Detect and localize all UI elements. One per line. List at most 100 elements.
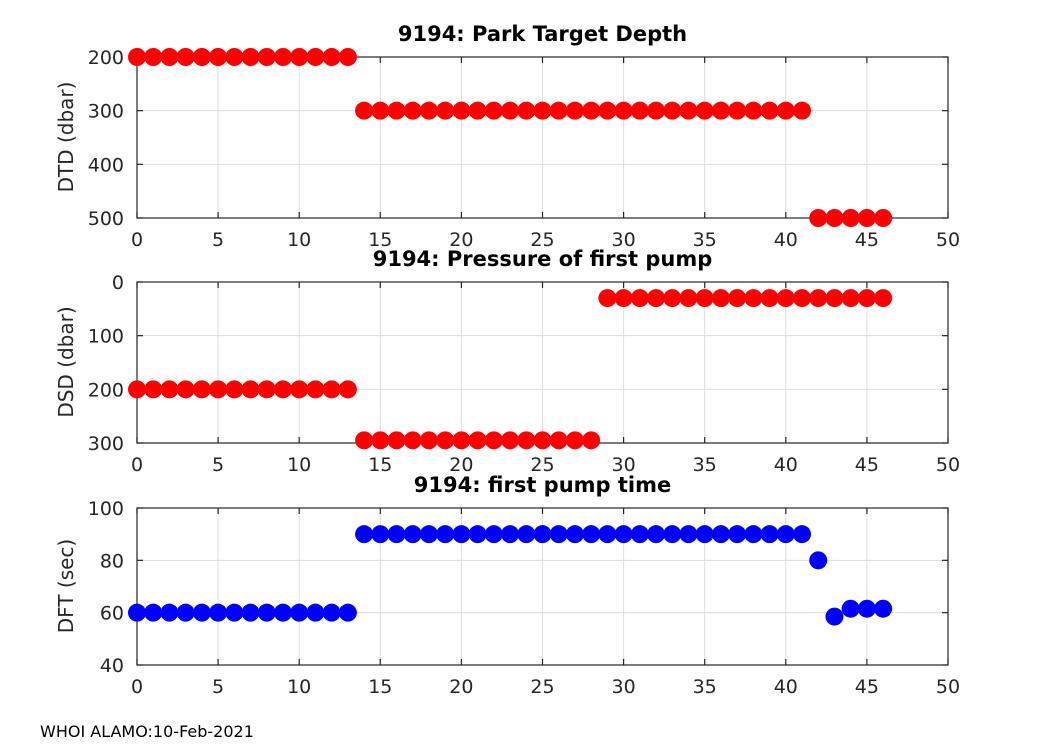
y-tick-label: 0 xyxy=(112,272,124,294)
data-point xyxy=(306,603,325,622)
data-point xyxy=(468,101,487,120)
data-point xyxy=(241,48,260,66)
data-point xyxy=(355,431,374,450)
data-point xyxy=(598,101,617,120)
data-point xyxy=(695,101,714,120)
data-point xyxy=(371,525,390,544)
data-point xyxy=(630,101,649,120)
x-tick-label: 35 xyxy=(693,229,717,251)
data-point xyxy=(533,525,552,544)
data-point xyxy=(549,101,568,120)
x-tick-label: 35 xyxy=(693,676,717,698)
data-point xyxy=(128,380,146,399)
data-point xyxy=(192,603,211,622)
x-tick-label: 5 xyxy=(212,454,224,476)
x-tick-label: 15 xyxy=(368,229,392,251)
data-point xyxy=(322,380,341,399)
y-tick-label: 300 xyxy=(88,101,124,123)
data-point xyxy=(436,431,455,450)
data-point xyxy=(841,599,860,618)
data-point xyxy=(306,48,325,66)
data-point xyxy=(857,209,876,227)
data-point xyxy=(793,101,812,120)
data-point xyxy=(387,101,406,120)
data-point xyxy=(290,48,309,66)
x-tick-label: 20 xyxy=(449,676,473,698)
data-point xyxy=(209,380,228,399)
data-point xyxy=(452,101,471,120)
data-point xyxy=(387,525,406,544)
data-point xyxy=(809,289,828,308)
data-point xyxy=(290,380,309,399)
data-point xyxy=(144,380,163,399)
data-point xyxy=(679,101,698,120)
data-point xyxy=(728,289,747,308)
data-point xyxy=(355,525,374,544)
data-point xyxy=(306,380,325,399)
data-point xyxy=(533,431,552,450)
data-point xyxy=(517,431,536,450)
y-tick-label: 200 xyxy=(88,379,124,401)
data-point xyxy=(128,603,146,622)
data-point xyxy=(776,101,795,120)
x-tick-label: 10 xyxy=(287,676,311,698)
x-tick-label: 50 xyxy=(936,454,960,476)
data-point xyxy=(630,289,649,308)
data-point xyxy=(517,101,536,120)
data-point xyxy=(160,603,179,622)
data-point xyxy=(565,101,584,120)
data-point xyxy=(403,431,422,450)
data-point xyxy=(776,289,795,308)
data-point xyxy=(257,380,276,399)
data-point xyxy=(241,380,260,399)
x-tick-label: 30 xyxy=(612,454,636,476)
x-tick-label: 0 xyxy=(131,676,143,698)
data-point xyxy=(565,525,584,544)
y-tick-label: 500 xyxy=(88,208,124,230)
data-point xyxy=(241,603,260,622)
x-tick-label: 45 xyxy=(855,229,879,251)
data-point xyxy=(728,101,747,120)
x-tick-label: 0 xyxy=(131,229,143,251)
x-tick-label: 40 xyxy=(774,229,798,251)
data-point xyxy=(436,101,455,120)
data-point xyxy=(403,525,422,544)
x-tick-label: 40 xyxy=(774,676,798,698)
data-point xyxy=(647,525,666,544)
data-point xyxy=(647,101,666,120)
data-point xyxy=(338,48,357,66)
y-tick-label: 400 xyxy=(88,154,124,176)
x-tick-label: 5 xyxy=(212,676,224,698)
data-point xyxy=(614,289,633,308)
data-point xyxy=(565,431,584,450)
x-tick-label: 0 xyxy=(131,454,143,476)
data-point xyxy=(338,603,357,622)
data-point xyxy=(225,48,244,66)
data-point xyxy=(517,525,536,544)
data-point xyxy=(793,525,812,544)
data-point xyxy=(874,209,893,227)
data-point xyxy=(695,289,714,308)
data-point xyxy=(760,289,779,308)
x-tick-label: 15 xyxy=(368,454,392,476)
data-point xyxy=(176,603,195,622)
y-tick-label: 100 xyxy=(88,498,124,520)
subplot-title-first-pump-time: 9194: first pump time xyxy=(413,473,672,497)
data-point xyxy=(582,525,601,544)
data-point xyxy=(128,48,146,66)
subplot-0: 0 5 10 15 20 25 30 35 40 45 50 200 300 400 500 xyxy=(88,47,960,251)
x-tick-label: 45 xyxy=(855,454,879,476)
data-point xyxy=(582,431,601,450)
data-point xyxy=(695,525,714,544)
y-tick-label: 200 xyxy=(88,47,124,69)
data-point xyxy=(744,525,763,544)
x-tick-label: 45 xyxy=(855,676,879,698)
data-point xyxy=(825,289,844,308)
y-tick-label: 100 xyxy=(88,326,124,348)
x-tick-label: 50 xyxy=(936,229,960,251)
data-point xyxy=(582,101,601,120)
subplot-2: 0 5 10 15 20 25 30 35 40 45 50 40 60 80 100 xyxy=(88,498,960,698)
data-point xyxy=(793,289,812,308)
data-point xyxy=(436,525,455,544)
data-point xyxy=(549,525,568,544)
